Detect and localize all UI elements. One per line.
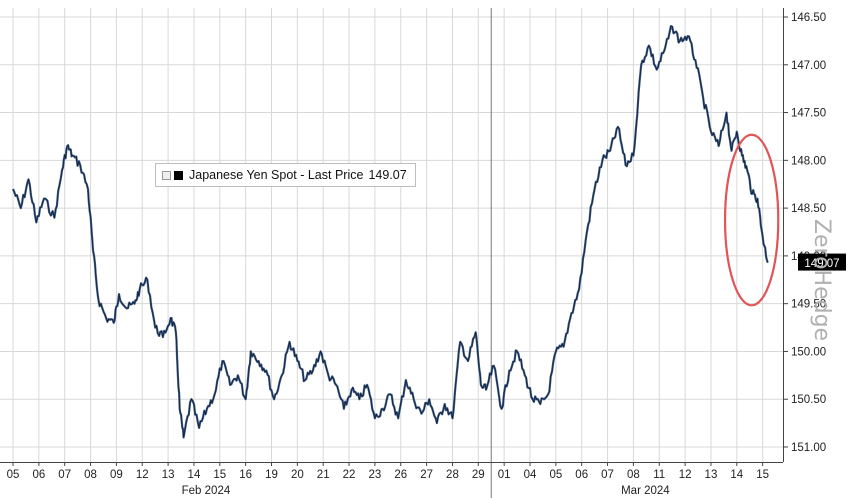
watermark-text: ZeroHedge bbox=[809, 219, 834, 341]
month-label: Mar 2024 bbox=[621, 485, 670, 497]
series-layer bbox=[11, 25, 769, 439]
zerohedge-watermark: ZeroHedge bbox=[809, 219, 834, 341]
legend-series-label: Japanese Yen Spot - Last Price bbox=[189, 168, 364, 182]
legend-swatch-icon bbox=[174, 170, 183, 180]
last-price-tag bbox=[798, 253, 846, 271]
x-tick-label: 16 bbox=[239, 469, 252, 481]
x-tick-label: 05 bbox=[549, 469, 562, 481]
x-tick-label: 14 bbox=[730, 469, 743, 481]
x-tick-label: 07 bbox=[601, 469, 614, 481]
x-tick-label: 13 bbox=[705, 469, 718, 481]
x-tick-label: 07 bbox=[58, 469, 71, 481]
y-tick-label: 150.50 bbox=[791, 394, 826, 406]
y-tick-label: 149.50 bbox=[791, 299, 826, 311]
last-price-tag-label: 149.07 bbox=[804, 258, 839, 270]
y-axis: 146.50147.00147.50148.00148.50149.00149.… bbox=[783, 8, 846, 462]
y-tick-label: 148.00 bbox=[791, 155, 826, 167]
month-label: Feb 2024 bbox=[182, 485, 231, 497]
x-tick-label: 08 bbox=[84, 469, 97, 481]
x-tick-label: 12 bbox=[136, 469, 149, 481]
series-line bbox=[11, 25, 769, 439]
y-tick-label: 151.00 bbox=[791, 442, 826, 454]
x-tick-label: 29 bbox=[472, 469, 485, 481]
x-axis: 05 06 07 08 09 12 13 14 15 16 19 20 21 22 23 26 27 28 29 01… bbox=[0, 462, 783, 497]
x-tick-label: 20 bbox=[291, 469, 304, 481]
x-tick-label: 06 bbox=[575, 469, 588, 481]
x-tick-label: 21 bbox=[317, 469, 330, 481]
highlight-ellipse bbox=[723, 133, 780, 307]
x-tick-label: 08 bbox=[627, 469, 640, 481]
x-tick-label: 26 bbox=[394, 469, 407, 481]
x-tick-label: 14 bbox=[188, 469, 201, 481]
x-tick-label: 28 bbox=[446, 469, 459, 481]
x-tick-label: 12 bbox=[679, 469, 692, 481]
x-tick-label: 22 bbox=[343, 469, 356, 481]
legend-last-value: 149.07 bbox=[368, 168, 407, 182]
x-tick-label: 09 bbox=[110, 469, 123, 481]
y-tick-label: 147.50 bbox=[791, 108, 826, 120]
x-tick-label: 15 bbox=[213, 469, 226, 481]
x-tick-label: 06 bbox=[32, 469, 45, 481]
chart-legend: Japanese Yen Spot - Last Price 149.07 bbox=[155, 163, 416, 187]
series-line-core bbox=[12, 25, 769, 438]
legend-checkbox-icon[interactable] bbox=[162, 170, 171, 180]
chart-grid bbox=[0, 8, 783, 462]
y-tick-label: 146.50 bbox=[791, 12, 826, 24]
y-tick-label: 150.00 bbox=[791, 346, 826, 358]
x-tick-label: 05 bbox=[7, 469, 20, 481]
y-tick-label: 148.50 bbox=[791, 203, 826, 215]
y-tick-label: 147.00 bbox=[791, 60, 826, 72]
x-tick-label: 11 bbox=[653, 469, 665, 481]
highlight-ellipse-shape bbox=[723, 133, 780, 307]
x-tick-label: 19 bbox=[265, 469, 278, 481]
x-tick-label: 13 bbox=[162, 469, 175, 481]
x-tick-label: 27 bbox=[420, 469, 433, 481]
x-tick-label: 04 bbox=[524, 469, 537, 481]
x-tick-label: 23 bbox=[369, 469, 382, 481]
x-tick-label: 15 bbox=[756, 469, 769, 481]
x-tick-label: 01 bbox=[498, 469, 511, 481]
